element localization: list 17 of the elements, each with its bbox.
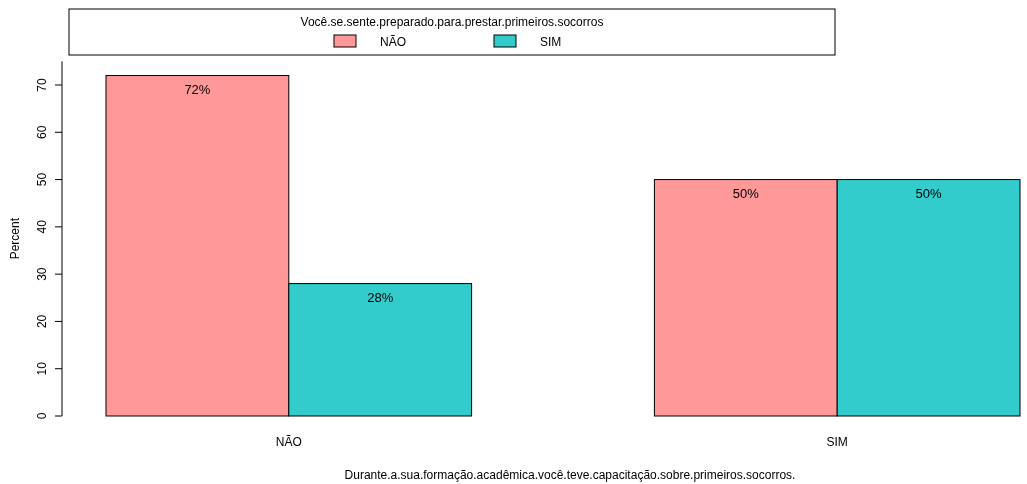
y-tick-label: 20 bbox=[35, 314, 49, 329]
data-label: 50% bbox=[915, 185, 943, 201]
legend-label: SIM bbox=[540, 35, 562, 49]
y-tick-label: 0 bbox=[35, 412, 49, 420]
y-tick-label: 10 bbox=[35, 361, 49, 376]
y-tick-label: 50 bbox=[35, 172, 49, 187]
data-label: 50% bbox=[732, 185, 760, 201]
legend-title: Você.se.sente.preparado.para.prestar.primeiros.socorros bbox=[300, 15, 604, 29]
y-tick-label: 30 bbox=[35, 267, 49, 281]
y-axis-title: Percent bbox=[8, 217, 22, 260]
data-label: 28% bbox=[367, 289, 394, 305]
legend-label: NÃO bbox=[380, 35, 407, 49]
data-label: 72% bbox=[184, 81, 211, 97]
y-tick-label: 40 bbox=[35, 219, 49, 234]
y-tick-label: 70 bbox=[35, 78, 49, 92]
y-tick-label: 60 bbox=[35, 125, 49, 139]
x-axis-title: Durante.a.sua.formação.acadêmica.você.teve.capacitação.sobre.primeiros.socorros. bbox=[344, 468, 796, 482]
